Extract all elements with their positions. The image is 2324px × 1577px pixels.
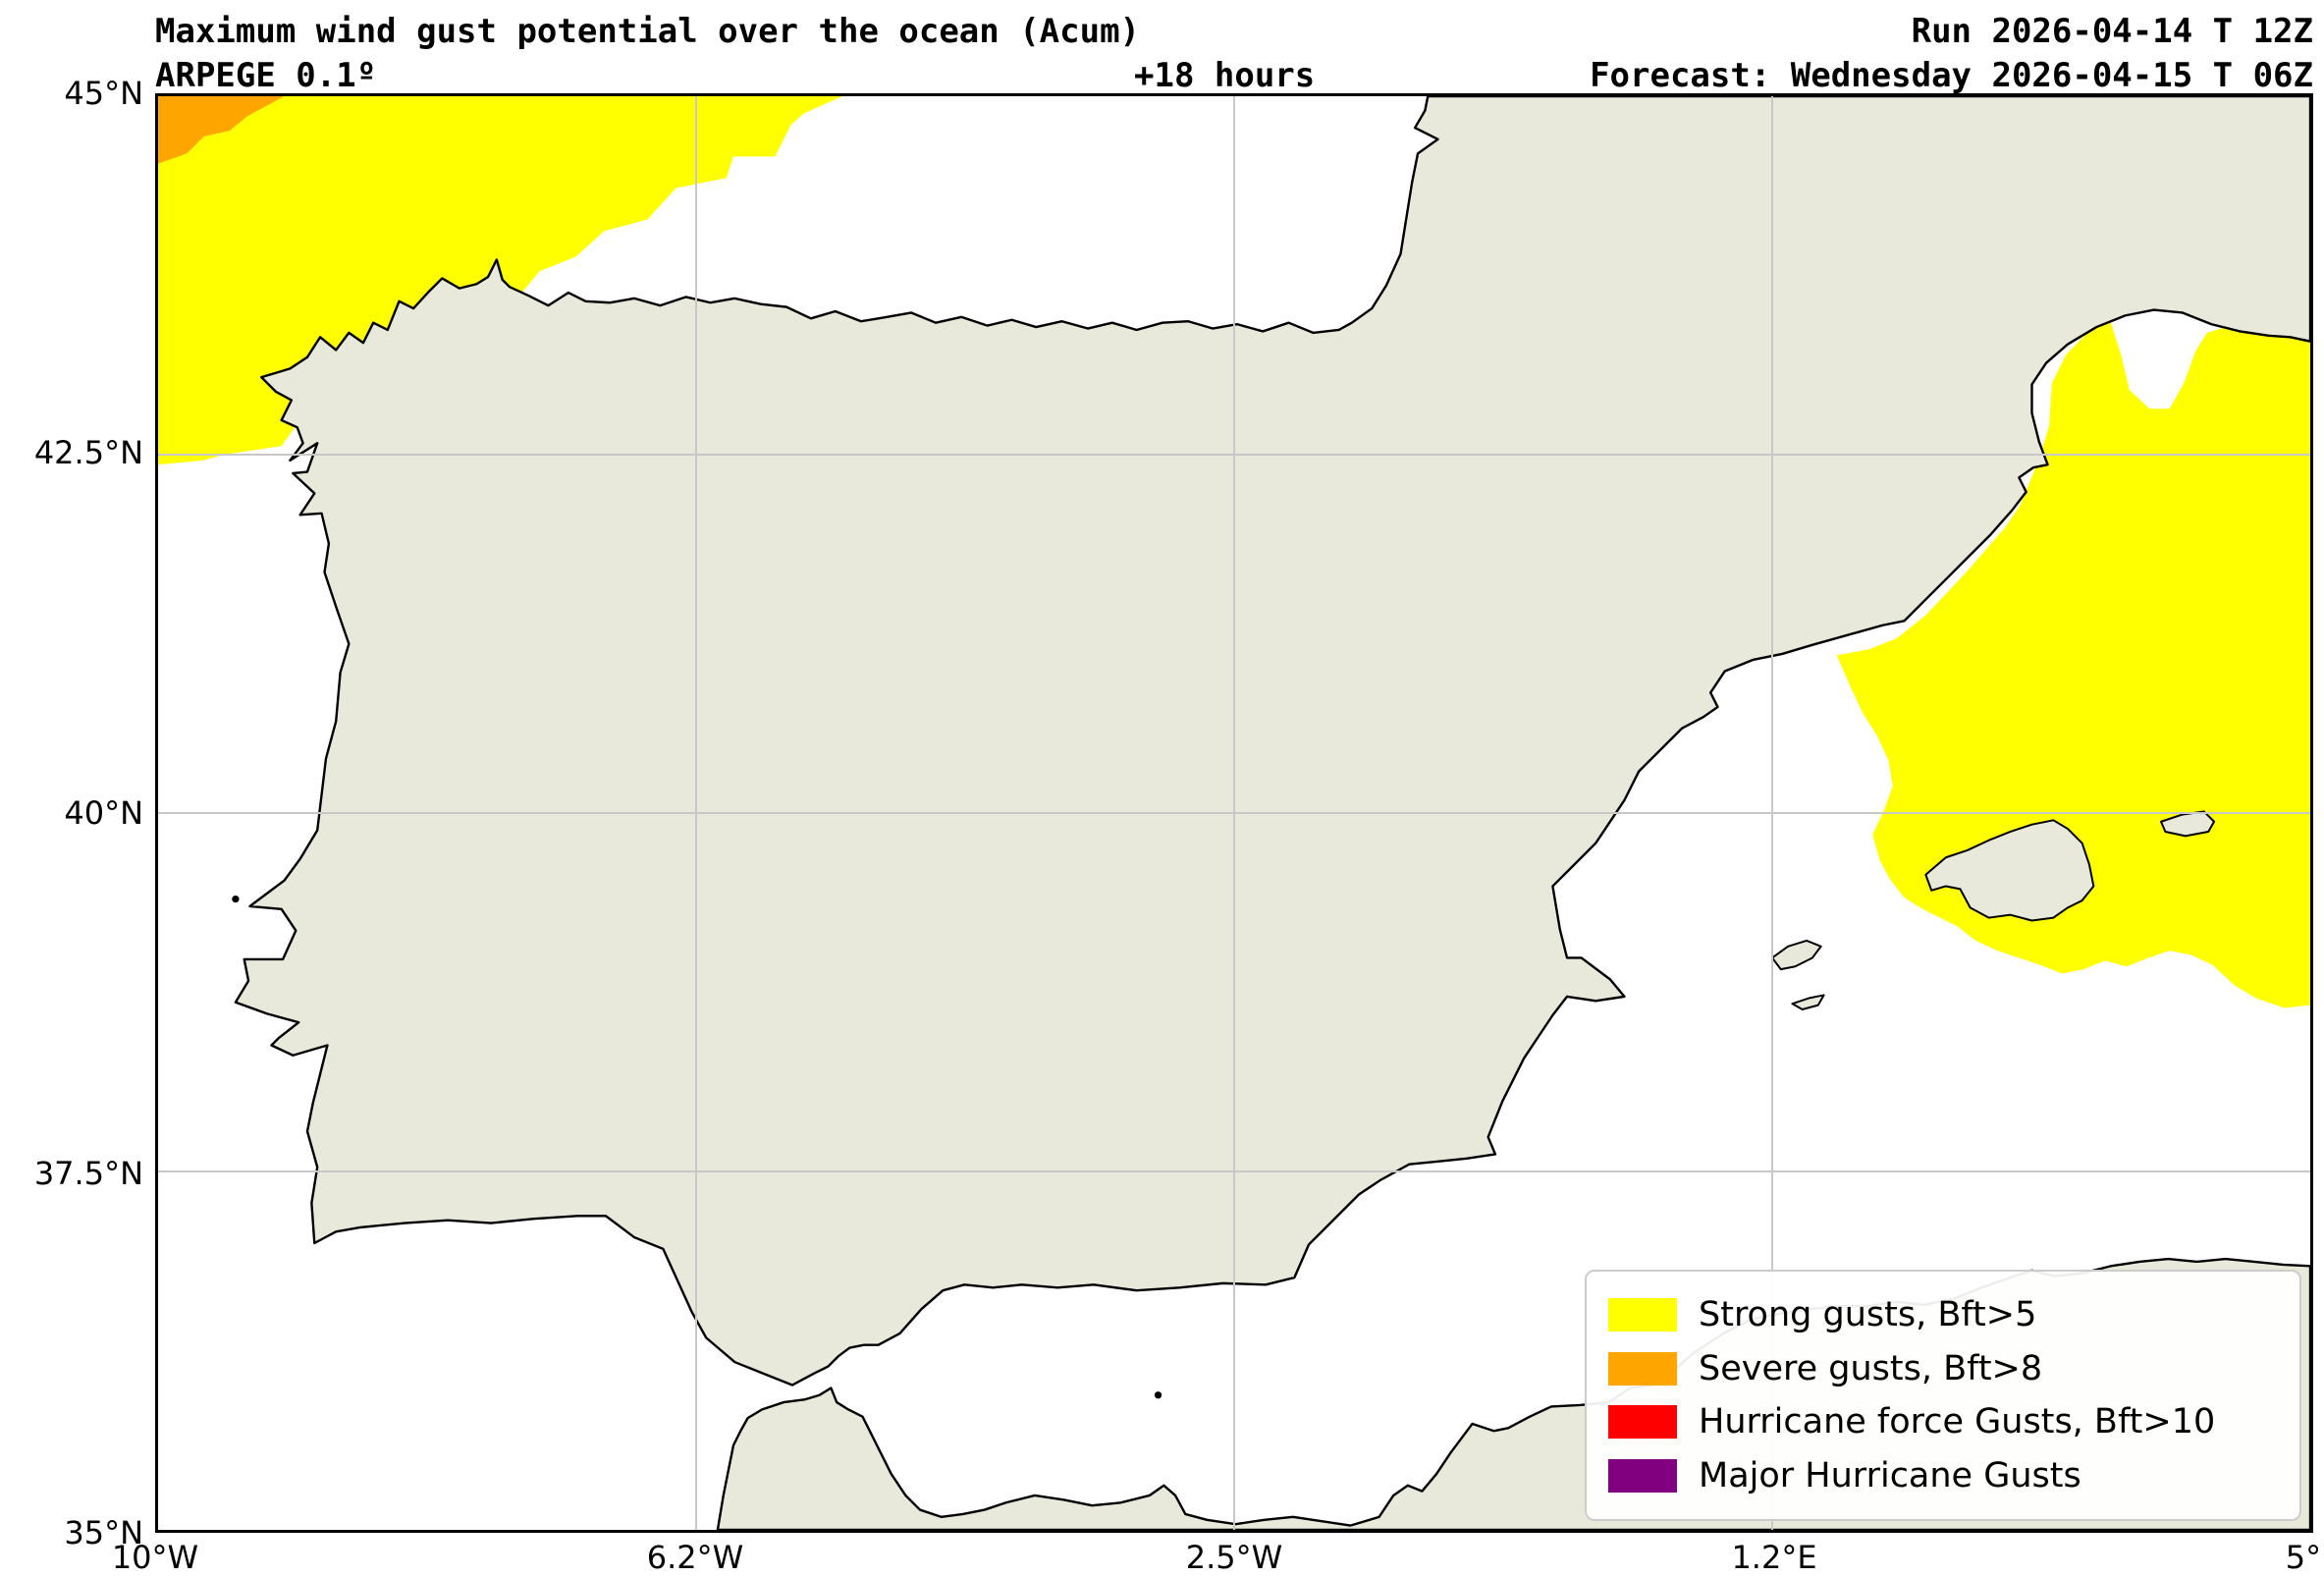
legend: Strong gusts, Bft>5 Severe gusts, Bft>8 … bbox=[1585, 1270, 2301, 1521]
legend-label-major-hurricane-gusts: Major Hurricane Gusts bbox=[1699, 1455, 2081, 1495]
islet-alboran bbox=[1154, 1391, 1162, 1399]
island-ibiza bbox=[1772, 941, 1821, 969]
coastline-iberia-france bbox=[236, 96, 2310, 1386]
x-tick-2-5w: 2.5°W bbox=[1185, 1539, 1283, 1576]
forecast-label: Forecast: Wednesday 2026-04-15 T 06Z bbox=[1590, 56, 2313, 95]
legend-row-hurricane-gusts: Hurricane force Gusts, Bft>10 bbox=[1608, 1396, 2278, 1447]
x-tick-5e: 5°E bbox=[2285, 1539, 2324, 1576]
island-mallorca bbox=[1925, 820, 2093, 920]
run-label: Run 2026-04-14 T 12Z bbox=[1911, 12, 2313, 51]
model-label: ARPEGE 0.1º bbox=[155, 56, 377, 95]
legend-swatch-strong-gusts bbox=[1608, 1298, 1677, 1332]
lead-time-label: +18 hours bbox=[1134, 56, 1316, 95]
islet-berlengas bbox=[232, 895, 240, 903]
y-tick-35n: 35°N bbox=[64, 1514, 143, 1551]
x-tick-10w: 10°W bbox=[111, 1539, 199, 1576]
y-tick-45n: 45°N bbox=[64, 75, 143, 112]
y-tick-40n: 40°N bbox=[64, 794, 143, 832]
legend-swatch-severe-gusts bbox=[1608, 1351, 1677, 1386]
x-tick-1-2e: 1.2°E bbox=[1731, 1539, 1817, 1576]
y-tick-37-5n: 37.5°N bbox=[33, 1155, 143, 1192]
legend-row-major-hurricane-gusts: Major Hurricane Gusts bbox=[1608, 1450, 2278, 1501]
x-tick-6-2w: 6.2°W bbox=[646, 1539, 744, 1576]
y-tick-42-5n: 42.5°N bbox=[33, 434, 143, 471]
gust-area-nw-corner-severe bbox=[158, 96, 285, 164]
legend-label-hurricane-gusts: Hurricane force Gusts, Bft>10 bbox=[1699, 1402, 2216, 1442]
legend-row-severe-gusts: Severe gusts, Bft>8 bbox=[1608, 1343, 2278, 1394]
legend-swatch-major-hurricane-gusts bbox=[1608, 1458, 1677, 1493]
island-formentera bbox=[1792, 995, 1823, 1009]
legend-label-strong-gusts: Strong gusts, Bft>5 bbox=[1699, 1295, 2037, 1334]
page-title: Maximum wind gust potential over the oce… bbox=[155, 12, 1141, 51]
legend-row-strong-gusts: Strong gusts, Bft>5 bbox=[1608, 1289, 2278, 1340]
legend-swatch-hurricane-gusts bbox=[1608, 1405, 1677, 1440]
legend-label-severe-gusts: Severe gusts, Bft>8 bbox=[1699, 1348, 2043, 1388]
